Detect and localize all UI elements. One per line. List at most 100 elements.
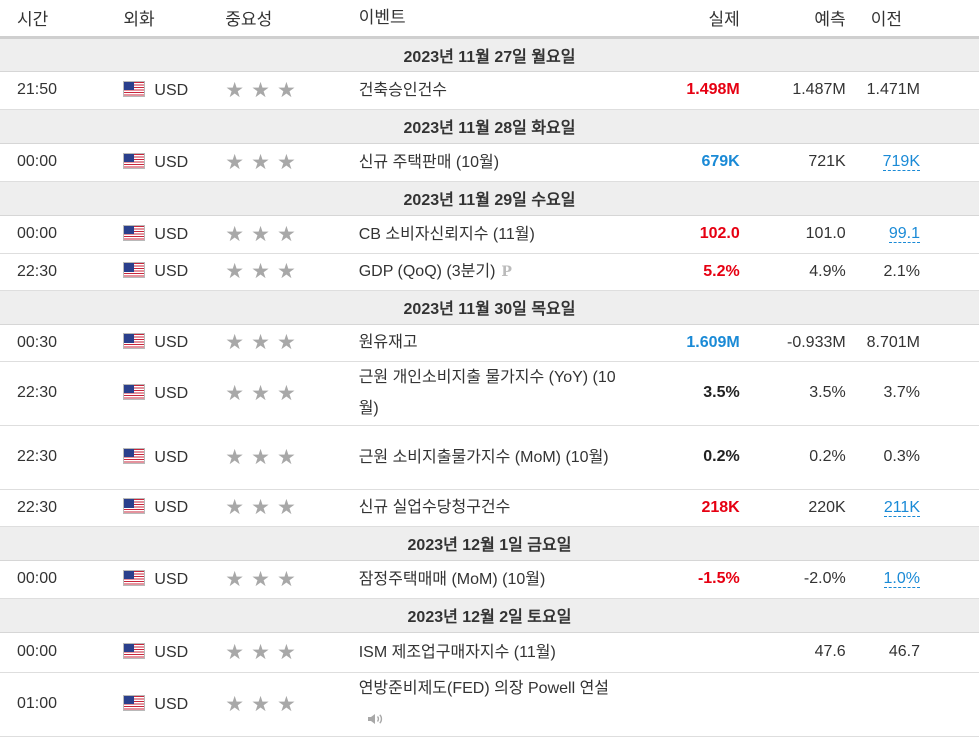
event-previous: 1.471M	[845, 71, 979, 110]
event-time: 00:00	[0, 560, 116, 599]
event-name[interactable]: 잠정주택매매 (MoM) (10월)	[355, 560, 631, 599]
event-row[interactable]: 01:00 USD ★★★ 연방준비제도(FED) 의장 Powell 연설	[0, 672, 979, 737]
event-name[interactable]: GDP (QoQ) (3분기) P	[355, 253, 631, 291]
event-importance: ★★★	[219, 71, 356, 110]
event-name-text[interactable]: 연방준비제도(FED) 의장 Powell 연설	[358, 680, 610, 697]
event-previous[interactable]: 211K	[845, 489, 979, 527]
event-name[interactable]: 신규 주택판매 (10월)	[355, 143, 631, 182]
event-name-text[interactable]: 잠정주택매매 (MoM) (10월)	[358, 570, 546, 588]
previous-revised-link[interactable]: 99.1	[888, 225, 920, 243]
currency-code: USD	[154, 153, 189, 171]
day-date-label: 2023년 11월 27일 월요일	[0, 36, 979, 72]
header-time[interactable]: 시간	[0, 0, 116, 39]
event-importance: ★★★	[219, 489, 356, 527]
currency-code: USD	[154, 499, 189, 516]
header-forecast[interactable]: 예측	[739, 0, 846, 39]
event-name[interactable]: CB 소비자신뢰지수 (11월)	[355, 215, 631, 254]
event-name-text[interactable]: 원유재고	[358, 334, 418, 351]
us-flag-icon	[123, 383, 146, 400]
event-name[interactable]: 건축승인건수	[355, 71, 631, 110]
event-forecast: -2.0%	[739, 560, 846, 599]
event-name[interactable]: 연방준비제도(FED) 의장 Powell 연설	[355, 672, 631, 737]
calendar-body: 2023년 11월 27일 월요일 21:50 USD ★★★ 건축승인건수 1.498M…	[0, 36, 979, 737]
us-flag-icon	[123, 694, 146, 711]
importance-stars-icon: ★★★	[225, 260, 303, 283]
event-row[interactable]: 22:30 USD ★★★ 신규 실업수당청구건수 218K 220K 211K	[0, 489, 979, 527]
currency-code: USD	[154, 81, 189, 99]
event-row[interactable]: 22:30 USD ★★★ 근원 개인소비지출 물가지수 (YoY) (10월) 3.5…	[0, 361, 979, 426]
event-previous[interactable]: 1.0%	[845, 560, 979, 599]
previous-revised-link[interactable]: 1.0%	[883, 570, 920, 588]
event-previous: 2.1%	[845, 253, 979, 291]
event-currency: USD	[115, 361, 220, 426]
event-forecast: 47.6	[739, 632, 846, 673]
event-row[interactable]: 21:50 USD ★★★ 건축승인건수 1.498M 1.487M 1.471M	[0, 71, 979, 110]
day-date-label: 2023년 11월 28일 화요일	[0, 108, 979, 144]
event-name-text[interactable]: ISM 제조업구매자지수 (11월)	[358, 643, 556, 661]
day-date-label: 2023년 11월 29일 수요일	[0, 180, 979, 216]
event-previous[interactable]: 719K	[845, 143, 979, 182]
event-forecast: 721K	[739, 143, 846, 182]
us-flag-icon	[123, 447, 146, 464]
event-currency: USD	[115, 324, 220, 362]
event-name[interactable]: ISM 제조업구매자지수 (11월)	[355, 632, 631, 673]
actual-value: 5.2%	[703, 262, 740, 280]
previous-revised-link[interactable]: 719K	[882, 153, 920, 171]
event-currency: USD	[115, 489, 220, 527]
event-row[interactable]: 22:30 USD ★★★ GDP (QoQ) (3분기) P 5.2% 4.9% 2.1%	[0, 253, 979, 291]
importance-stars-icon: ★★★	[225, 692, 303, 716]
event-name-text[interactable]: 건축승인건수	[358, 81, 448, 99]
header-importance[interactable]: 중요성	[219, 0, 356, 39]
actual-value: 1.609M	[686, 333, 740, 351]
importance-stars-icon: ★★★	[225, 331, 303, 354]
us-flag-icon	[123, 569, 146, 586]
event-actual	[630, 672, 740, 737]
event-row[interactable]: 00:00 USD ★★★ CB 소비자신뢰지수 (11월) 102.0 101.0 99.…	[0, 215, 979, 254]
previous-value: 0.3%	[883, 448, 920, 465]
event-row[interactable]: 00:00 USD ★★★ 신규 주택판매 (10월) 679K 721K 719K	[0, 143, 979, 182]
event-name[interactable]: 근원 소비지출물가지수 (MoM) (10월)	[355, 425, 631, 490]
header-currency[interactable]: 외화	[115, 0, 220, 39]
currency-code: USD	[154, 448, 189, 466]
event-importance: ★★★	[219, 215, 356, 254]
event-forecast	[739, 672, 846, 737]
event-name-text[interactable]: 근원 개인소비지출 물가지수 (YoY) (10월)	[358, 369, 616, 417]
event-row[interactable]: 00:00 USD ★★★ 잠정주택매매 (MoM) (10월) -1.5% -2.0% 1…	[0, 560, 979, 599]
currency-code: USD	[154, 570, 189, 588]
event-name-text[interactable]: 신규 실업수당청구건수	[358, 499, 511, 516]
actual-value: 3.5%	[703, 384, 740, 401]
event-actual: 679K	[630, 143, 740, 182]
preliminary-badge-icon: P	[501, 263, 512, 280]
event-name-text[interactable]: 신규 주택판매 (10월)	[358, 153, 500, 171]
event-name[interactable]: 원유재고	[355, 324, 631, 362]
event-forecast: 220K	[739, 489, 846, 527]
actual-value: 0.2%	[703, 448, 740, 465]
event-currency: USD	[115, 632, 220, 673]
actual-value: 102.0	[699, 225, 740, 242]
header-actual[interactable]: 실제	[630, 0, 740, 39]
event-name-text[interactable]: GDP (QoQ) (3분기)	[358, 262, 496, 280]
day-date-label: 2023년 11월 30일 목요일	[0, 289, 979, 325]
event-importance: ★★★	[219, 143, 356, 182]
event-importance: ★★★	[219, 324, 356, 362]
event-time: 00:30	[0, 324, 116, 362]
day-separator-row: 2023년 11월 28일 화요일	[0, 108, 979, 144]
event-previous[interactable]: 99.1	[845, 215, 979, 254]
header-previous[interactable]: 이전	[845, 0, 979, 39]
importance-stars-icon: ★★★	[225, 496, 303, 519]
header-row: 시간 외화 중요성 이벤트 실제 예측 이전	[0, 0, 979, 39]
event-name-text[interactable]: CB 소비자신뢰지수 (11월)	[358, 225, 535, 243]
event-importance: ★★★	[219, 672, 356, 737]
event-row[interactable]: 00:00 USD ★★★ ISM 제조업구매자지수 (11월) 47.6 46.7	[0, 632, 979, 673]
importance-stars-icon: ★★★	[225, 222, 303, 246]
event-row[interactable]: 22:30 USD ★★★ 근원 소비지출물가지수 (MoM) (10월) 0.2% 0.…	[0, 425, 979, 490]
previous-revised-link[interactable]: 211K	[883, 498, 920, 517]
previous-value: 3.7%	[883, 384, 920, 401]
header-event[interactable]: 이벤트	[355, 0, 631, 39]
event-name-text[interactable]: 근원 소비지출물가지수 (MoM) (10월)	[358, 448, 609, 466]
event-name[interactable]: 근원 개인소비지출 물가지수 (YoY) (10월)	[355, 361, 631, 426]
event-row[interactable]: 00:30 USD ★★★ 원유재고 1.609M -0.933M 8.701M	[0, 324, 979, 362]
event-name[interactable]: 신규 실업수당청구건수	[355, 489, 631, 527]
currency-code: USD	[154, 384, 189, 402]
